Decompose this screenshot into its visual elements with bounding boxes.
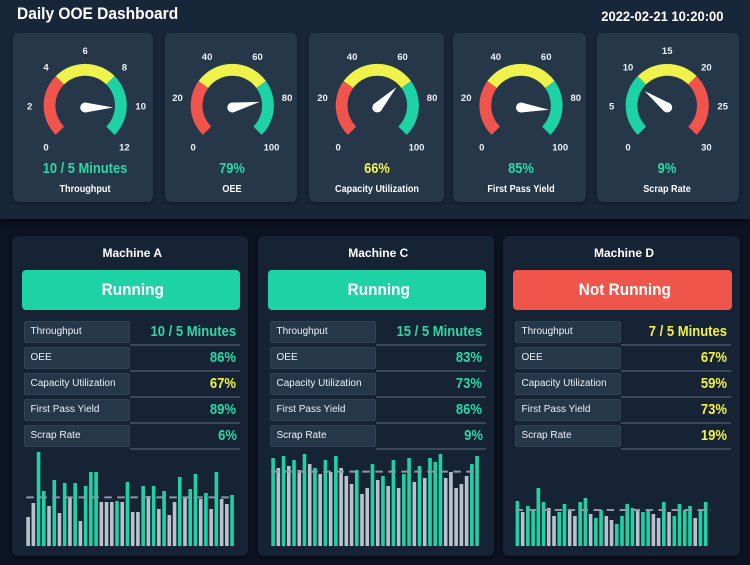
svg-text:20: 20 <box>172 93 183 104</box>
svg-text:0: 0 <box>479 143 484 154</box>
svg-text:0: 0 <box>43 143 48 154</box>
svg-text:25: 25 <box>717 102 728 113</box>
svg-text:0: 0 <box>335 143 340 154</box>
svg-text:40: 40 <box>491 52 502 63</box>
svg-text:4: 4 <box>43 62 49 73</box>
svg-text:60: 60 <box>252 52 263 63</box>
svg-text:100: 100 <box>552 143 568 154</box>
svg-text:60: 60 <box>397 52 408 63</box>
svg-text:30: 30 <box>701 143 712 154</box>
svg-text:80: 80 <box>571 93 582 104</box>
svg-text:10: 10 <box>623 62 634 73</box>
svg-text:2: 2 <box>27 102 32 113</box>
svg-text:100: 100 <box>409 143 425 154</box>
svg-text:40: 40 <box>202 52 213 63</box>
svg-text:15: 15 <box>662 46 673 57</box>
svg-text:5: 5 <box>609 102 615 113</box>
svg-text:8: 8 <box>122 62 127 73</box>
svg-text:40: 40 <box>347 52 358 63</box>
svg-text:6: 6 <box>83 46 88 57</box>
svg-text:10: 10 <box>135 102 146 113</box>
svg-text:0: 0 <box>190 143 195 154</box>
svg-text:0: 0 <box>625 143 630 154</box>
svg-text:60: 60 <box>541 52 552 63</box>
svg-text:80: 80 <box>427 93 438 104</box>
svg-text:20: 20 <box>701 62 712 73</box>
svg-text:100: 100 <box>264 143 280 154</box>
svg-text:12: 12 <box>119 143 130 154</box>
svg-text:80: 80 <box>282 93 293 104</box>
svg-text:20: 20 <box>461 93 472 104</box>
svg-text:20: 20 <box>317 93 328 104</box>
